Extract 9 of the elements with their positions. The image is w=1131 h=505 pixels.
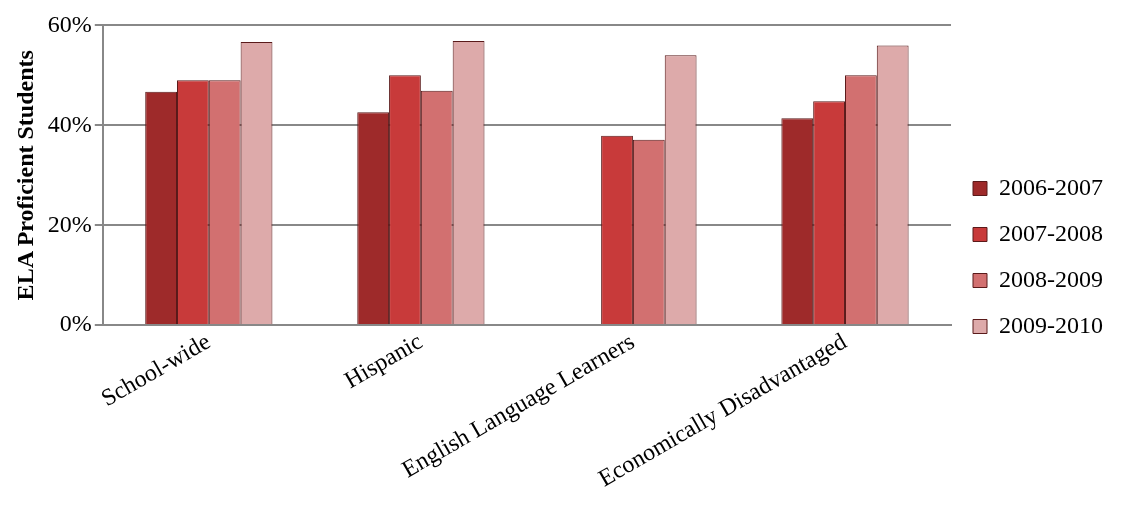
legend-label: 2007-2008: [999, 219, 1104, 246]
y-axis-title: ELA Proficient Students: [11, 50, 38, 301]
legend-label: 2009-2010: [999, 311, 1104, 338]
y-tick-label: 60%: [47, 10, 92, 37]
legend-label: 2008-2009: [999, 265, 1104, 292]
legend-label: 2006-2007: [999, 173, 1104, 200]
y-tick-label: 20%: [47, 210, 92, 237]
y-tick-label: 0%: [59, 310, 92, 337]
y-tick-label: 40%: [47, 110, 92, 137]
